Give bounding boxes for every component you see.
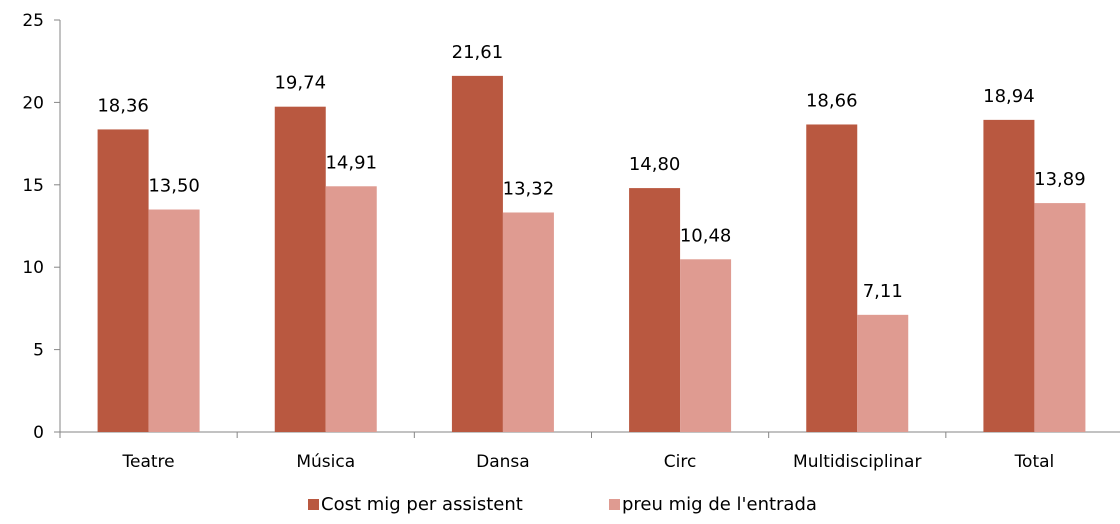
x-tick-label: Teatre <box>122 452 175 472</box>
bar-cost <box>274 106 326 432</box>
bar-price <box>325 186 377 432</box>
data-label: 19,74 <box>274 73 326 94</box>
y-axis: 0 5 10 15 20 25 <box>22 11 61 443</box>
bar-cost <box>629 188 681 432</box>
bar-price <box>680 259 732 432</box>
bar-cost <box>97 129 149 433</box>
x-axis: Teatre Música Dansa Circ Multidisciplinar Tot… <box>59 431 1120 472</box>
y-tick-label: 5 <box>33 341 44 361</box>
y-tick-label: 20 <box>22 93 44 113</box>
legend-label: Cost mig per assistent <box>321 494 523 515</box>
legend: Cost mig per assistent preu mig de l'entr… <box>308 494 817 515</box>
data-label: 21,61 <box>452 42 504 63</box>
bars <box>97 75 1086 433</box>
x-tick-label: Total <box>1014 452 1055 472</box>
bar-cost <box>983 119 1035 432</box>
bar-price <box>1034 203 1086 432</box>
legend-swatch <box>308 499 319 510</box>
y-tick-label: 25 <box>22 11 44 31</box>
legend-entry-price: preu mig de l'entrada <box>609 494 817 515</box>
y-tick-label: 15 <box>22 176 44 196</box>
bar-cost <box>806 124 858 432</box>
data-label: 13,32 <box>503 178 555 199</box>
data-label: 13,89 <box>1034 169 1086 190</box>
x-tick-label: Multidisciplinar <box>793 452 921 472</box>
data-label: 14,80 <box>629 154 681 175</box>
data-label: 18,94 <box>983 86 1035 107</box>
data-label: 18,66 <box>806 90 858 111</box>
y-tick-label: 10 <box>22 258 44 278</box>
x-tick-label: Circ <box>664 452 697 472</box>
bar-price <box>148 209 200 432</box>
data-label: 14,91 <box>325 152 377 173</box>
data-label: 7,11 <box>863 281 903 302</box>
bar-price <box>857 314 909 432</box>
bar-price <box>502 212 554 432</box>
data-label: 10,48 <box>680 225 732 246</box>
legend-label: preu mig de l'entrada <box>622 494 817 515</box>
bar-cost <box>451 75 503 433</box>
x-tick-label: Dansa <box>476 452 530 472</box>
legend-entry-cost: Cost mig per assistent <box>308 494 523 515</box>
data-label: 13,50 <box>148 176 200 197</box>
data-label: 18,36 <box>97 95 149 116</box>
y-tick-label: 0 <box>33 423 44 443</box>
legend-swatch <box>609 499 620 510</box>
x-tick-label: Música <box>296 452 355 472</box>
data-labels: 18,36 19,74 21,61 14,80 18,66 18,94 13,50 14,91… <box>97 42 1085 302</box>
